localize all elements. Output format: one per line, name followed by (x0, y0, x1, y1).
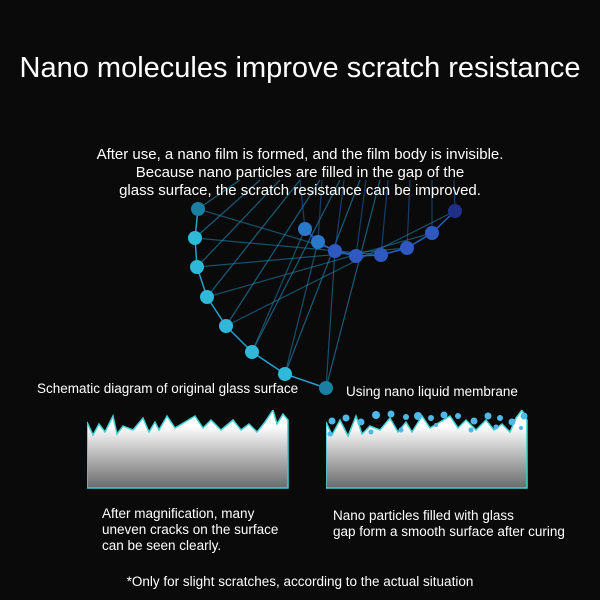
nano-particle (428, 415, 434, 421)
molecule-node (245, 345, 259, 359)
caption-line: uneven cracks on the surface (102, 522, 279, 537)
network-line (194, 237, 382, 256)
network-line (284, 373, 327, 389)
nano-particle (328, 417, 336, 425)
network-line (194, 179, 261, 239)
nano-particle (387, 410, 395, 418)
nano-particle (440, 411, 448, 419)
nano-particle (468, 427, 474, 433)
nano-particle (368, 429, 374, 435)
page-title: Nano molecules improve scratch resistanc… (19, 52, 581, 84)
nano-particle (414, 412, 422, 420)
network-line (325, 250, 336, 389)
network-line (251, 179, 341, 353)
nano-particle (497, 415, 503, 421)
nano-particle (484, 412, 492, 420)
nano-glass-panel (326, 410, 528, 489)
left-caption: After magnification, many uneven cracks … (102, 506, 278, 554)
molecule-node (400, 241, 414, 255)
network-line (196, 247, 408, 268)
network-line (284, 241, 319, 375)
molecule-node (188, 231, 202, 245)
nano-particle (493, 424, 499, 430)
network-line (251, 228, 306, 353)
nano-particle (398, 427, 404, 433)
nano-particle (403, 414, 409, 420)
caption-line: gap form a smooth surface after curing (333, 524, 565, 539)
network-line (196, 179, 281, 268)
molecule-node (191, 202, 205, 216)
molecule-node (319, 381, 333, 395)
nano-particle (357, 418, 365, 426)
intro-text: After use, a nano film is formed, and th… (0, 146, 600, 200)
molecule-node (311, 235, 325, 249)
nano-particle (520, 412, 528, 420)
network-line (197, 179, 241, 210)
molecule-node (200, 290, 214, 304)
molecule-node (298, 222, 312, 236)
nano-particle (434, 423, 438, 427)
network-line (225, 210, 456, 327)
network-line (206, 179, 301, 298)
molecule-node (448, 204, 462, 218)
network-line (317, 179, 323, 243)
molecule-node (190, 260, 204, 274)
molecule-node (219, 319, 233, 333)
nano-particle (327, 431, 333, 437)
intro-line: After use, a nano film is formed, and th… (96, 146, 504, 163)
original-glass-panel (87, 410, 289, 489)
network-line (206, 232, 433, 298)
right-caption: Nano particles filled with glass gap for… (333, 508, 565, 540)
footnote: *Only for slight scratches, according to… (126, 574, 474, 589)
left-label: Schematic diagram of original glass surf… (37, 381, 299, 396)
intro-line: glass surface, the scratch resistance ca… (119, 182, 481, 199)
intro-line: Because nano particles are filled in the… (135, 164, 465, 181)
nano-particle (470, 417, 478, 425)
nano-particle (519, 426, 523, 430)
molecule-node (328, 244, 342, 258)
network-line (355, 179, 367, 257)
network-line (334, 179, 345, 252)
nano-particle (372, 411, 380, 419)
right-label: Using nano liquid membrane (346, 384, 518, 399)
caption-line: can be seen clearly. (102, 538, 222, 553)
caption-line: Nano particles filled with glass (333, 508, 514, 523)
network-line (299, 179, 306, 230)
network-line (225, 179, 321, 327)
caption-line: After magnification, many (102, 506, 255, 521)
molecule-node (374, 248, 388, 262)
network-line (406, 179, 411, 249)
network-line (325, 179, 381, 389)
molecule-node (349, 249, 363, 263)
molecule-node (278, 367, 292, 381)
network-line (380, 179, 389, 256)
nano-particle (455, 413, 461, 419)
molecule-node (425, 226, 439, 240)
nano-particle (342, 414, 350, 422)
nano-particle (508, 418, 516, 426)
